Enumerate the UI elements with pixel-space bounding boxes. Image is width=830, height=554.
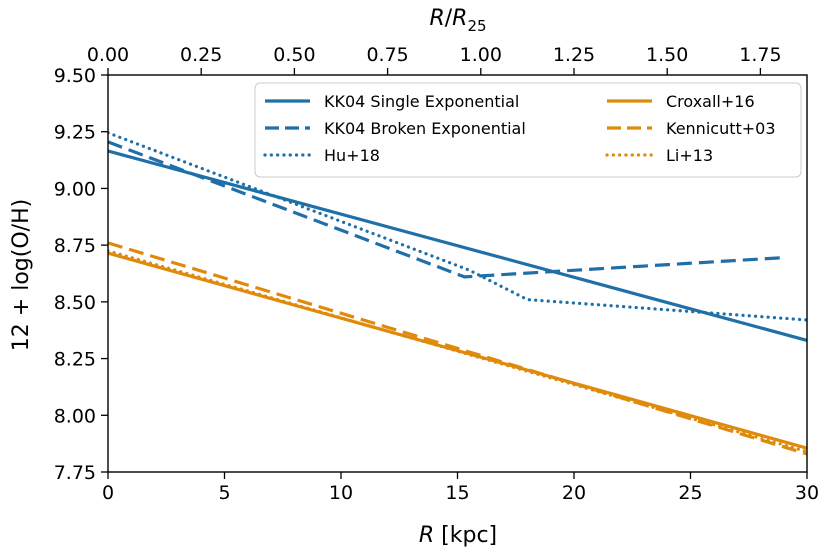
series-layer	[108, 131, 807, 456]
top-tick-label-0: 0.00	[87, 44, 129, 66]
x-axis-label: R [kpc]	[419, 523, 497, 548]
top-tick-label-1: 0.25	[180, 44, 222, 66]
series-line-2	[108, 131, 807, 322]
top-tick-label-4: 1.00	[460, 44, 502, 66]
top-tick-label-3: 0.75	[366, 44, 408, 66]
y-tick-label-4: 8.75	[54, 235, 96, 257]
legend: KK04 Single Exponential KK04 Broken Expon…	[254, 82, 802, 178]
x-tick-label-0: 0	[102, 482, 114, 504]
legend-label-1-2: Li+13	[666, 146, 713, 165]
y-axis-label: 12 + log(O/H)	[9, 199, 34, 351]
ticks-layer: 0 5 10 15 20 25 30 0.00 0.25 0.50 0.75 1.00 1.25 1.50…	[54, 44, 819, 504]
legend-label-0-2: Hu+18	[324, 146, 380, 165]
x-tick-label-6: 30	[795, 482, 819, 504]
legend-label-1-0: Croxall+16	[666, 92, 755, 111]
legend-label-0-1: KK04 Broken Exponential	[324, 119, 526, 138]
series-line-5	[108, 249, 807, 454]
series-line-1	[108, 140, 784, 279]
top-axis-label: R/R25	[429, 6, 486, 35]
series-line-0	[108, 149, 807, 342]
x-tick-label-2: 10	[329, 482, 353, 504]
y-tick-label-6: 9.25	[54, 122, 96, 144]
top-tick-label-7: 1.75	[739, 44, 781, 66]
y-tick-label-3: 8.50	[54, 292, 96, 314]
legend-label-1-1: Kennicutt+03	[666, 119, 776, 138]
x-tick-label-3: 15	[445, 482, 469, 504]
top-tick-label-2: 0.50	[273, 44, 315, 66]
x-tick-label-4: 20	[562, 482, 586, 504]
x-tick-label-5: 25	[678, 482, 702, 504]
y-tick-label-2: 8.25	[54, 349, 96, 371]
top-tick-label-6: 1.50	[646, 44, 688, 66]
y-tick-label-0: 7.75	[54, 462, 96, 484]
y-tick-label-7: 9.50	[54, 65, 96, 87]
y-tick-label-1: 8.00	[54, 405, 96, 427]
x-tick-label-1: 5	[218, 482, 230, 504]
y-tick-label-5: 9.00	[54, 178, 96, 200]
top-tick-label-5: 1.25	[553, 44, 595, 66]
series-line-3	[108, 251, 807, 450]
legend-box	[254, 82, 802, 178]
legend-label-0-0: KK04 Single Exponential	[324, 92, 519, 111]
